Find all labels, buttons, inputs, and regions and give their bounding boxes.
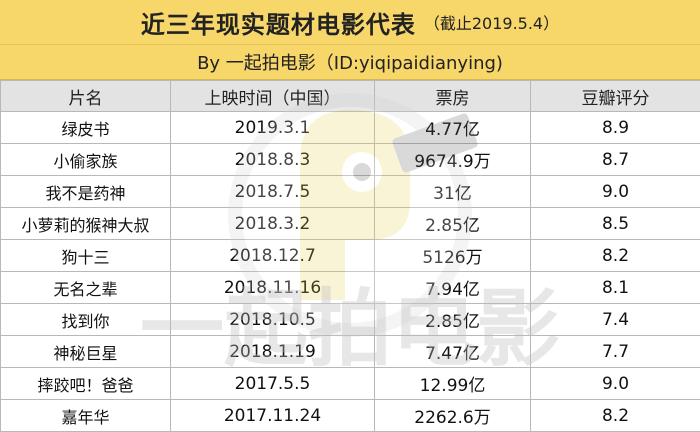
- table-row: 无名之辈 2018.11.16 7.94亿 8.1: [1, 272, 700, 304]
- title-date-note: （截止2019.5.4）: [424, 10, 559, 34]
- cell-score: 8.2: [531, 240, 700, 272]
- cell-score: 7.4: [531, 304, 700, 336]
- cell-date: 2018.8.3: [171, 144, 375, 176]
- title-row: 近三年现实题材电影代表 （截止2019.5.4）: [0, 0, 700, 45]
- cell-box: 5126万: [375, 240, 531, 272]
- cell-box: 9674.9万: [375, 144, 531, 176]
- cell-name: 小萝莉的猴神大叔: [1, 208, 171, 240]
- table-row: 找到你 2018.10.5 2.85亿 7.4: [1, 304, 700, 336]
- table-row: 嘉年华 2017.11.24 2262.6万 8.2: [1, 400, 700, 432]
- table-row: 绿皮书 2019.3.1 4.77亿 8.9: [1, 112, 700, 144]
- spreadsheet-image: 近三年现实题材电影代表 （截止2019.5.4） By 一起拍电影（ID:yiq…: [0, 0, 700, 419]
- cell-date: 2018.1.19: [171, 336, 375, 368]
- cell-box: 7.47亿: [375, 336, 531, 368]
- cell-name: 小偷家族: [1, 144, 171, 176]
- cell-date: 2017.5.5: [171, 368, 375, 400]
- cell-score: 8.2: [531, 400, 700, 432]
- byline: By 一起拍电影（ID:yiqipaidianying): [0, 45, 700, 80]
- cell-name: 摔跤吧！爸爸: [1, 368, 171, 400]
- cell-name: 神秘巨星: [1, 336, 171, 368]
- cell-date: 2018.12.7: [171, 240, 375, 272]
- cell-name: 找到你: [1, 304, 171, 336]
- cell-score: 8.5: [531, 208, 700, 240]
- cell-box: 31亿: [375, 176, 531, 208]
- cell-name: 狗十三: [1, 240, 171, 272]
- cell-score: 8.1: [531, 272, 700, 304]
- header-name: 片名: [1, 81, 171, 112]
- cell-name: 绿皮书: [1, 112, 171, 144]
- cell-date: 2018.3.2: [171, 208, 375, 240]
- cell-date: 2019.3.1: [171, 112, 375, 144]
- cell-date: 2018.7.5: [171, 176, 375, 208]
- cell-score: 8.9: [531, 112, 700, 144]
- page-title: 近三年现实题材电影代表: [141, 5, 416, 40]
- movie-table: 片名 上映时间（中国） 票房 豆瓣评分 绿皮书 2019.3.1 4.77亿 8…: [0, 80, 700, 432]
- table-row: 狗十三 2018.12.7 5126万 8.2: [1, 240, 700, 272]
- table-row: 我不是药神 2018.7.5 31亿 9.0: [1, 176, 700, 208]
- cell-box: 7.94亿: [375, 272, 531, 304]
- cell-box: 2.85亿: [375, 208, 531, 240]
- header-douban-score: 豆瓣评分: [531, 81, 700, 112]
- cell-score: 8.7: [531, 144, 700, 176]
- cell-score: 9.0: [531, 176, 700, 208]
- table-row: 神秘巨星 2018.1.19 7.47亿 7.7: [1, 336, 700, 368]
- cell-box: 2.85亿: [375, 304, 531, 336]
- table-row: 小偷家族 2018.8.3 9674.9万 8.7: [1, 144, 700, 176]
- cell-name: 无名之辈: [1, 272, 171, 304]
- cell-date: 2018.11.16: [171, 272, 375, 304]
- table-header-row: 片名 上映时间（中国） 票房 豆瓣评分: [1, 81, 700, 112]
- cell-box: 12.99亿: [375, 368, 531, 400]
- table-row: 摔跤吧！爸爸 2017.5.5 12.99亿 9.0: [1, 368, 700, 400]
- cell-box: 4.77亿: [375, 112, 531, 144]
- cell-name: 嘉年华: [1, 400, 171, 432]
- cell-date: 2018.10.5: [171, 304, 375, 336]
- cell-box: 2262.6万: [375, 400, 531, 432]
- table-row: 小萝莉的猴神大叔 2018.3.2 2.85亿 8.5: [1, 208, 700, 240]
- cell-score: 7.7: [531, 336, 700, 368]
- header-box-office: 票房: [375, 81, 531, 112]
- cell-score: 9.0: [531, 368, 700, 400]
- cell-name: 我不是药神: [1, 176, 171, 208]
- cell-date: 2017.11.24: [171, 400, 375, 432]
- header-release-date: 上映时间（中国）: [171, 81, 375, 112]
